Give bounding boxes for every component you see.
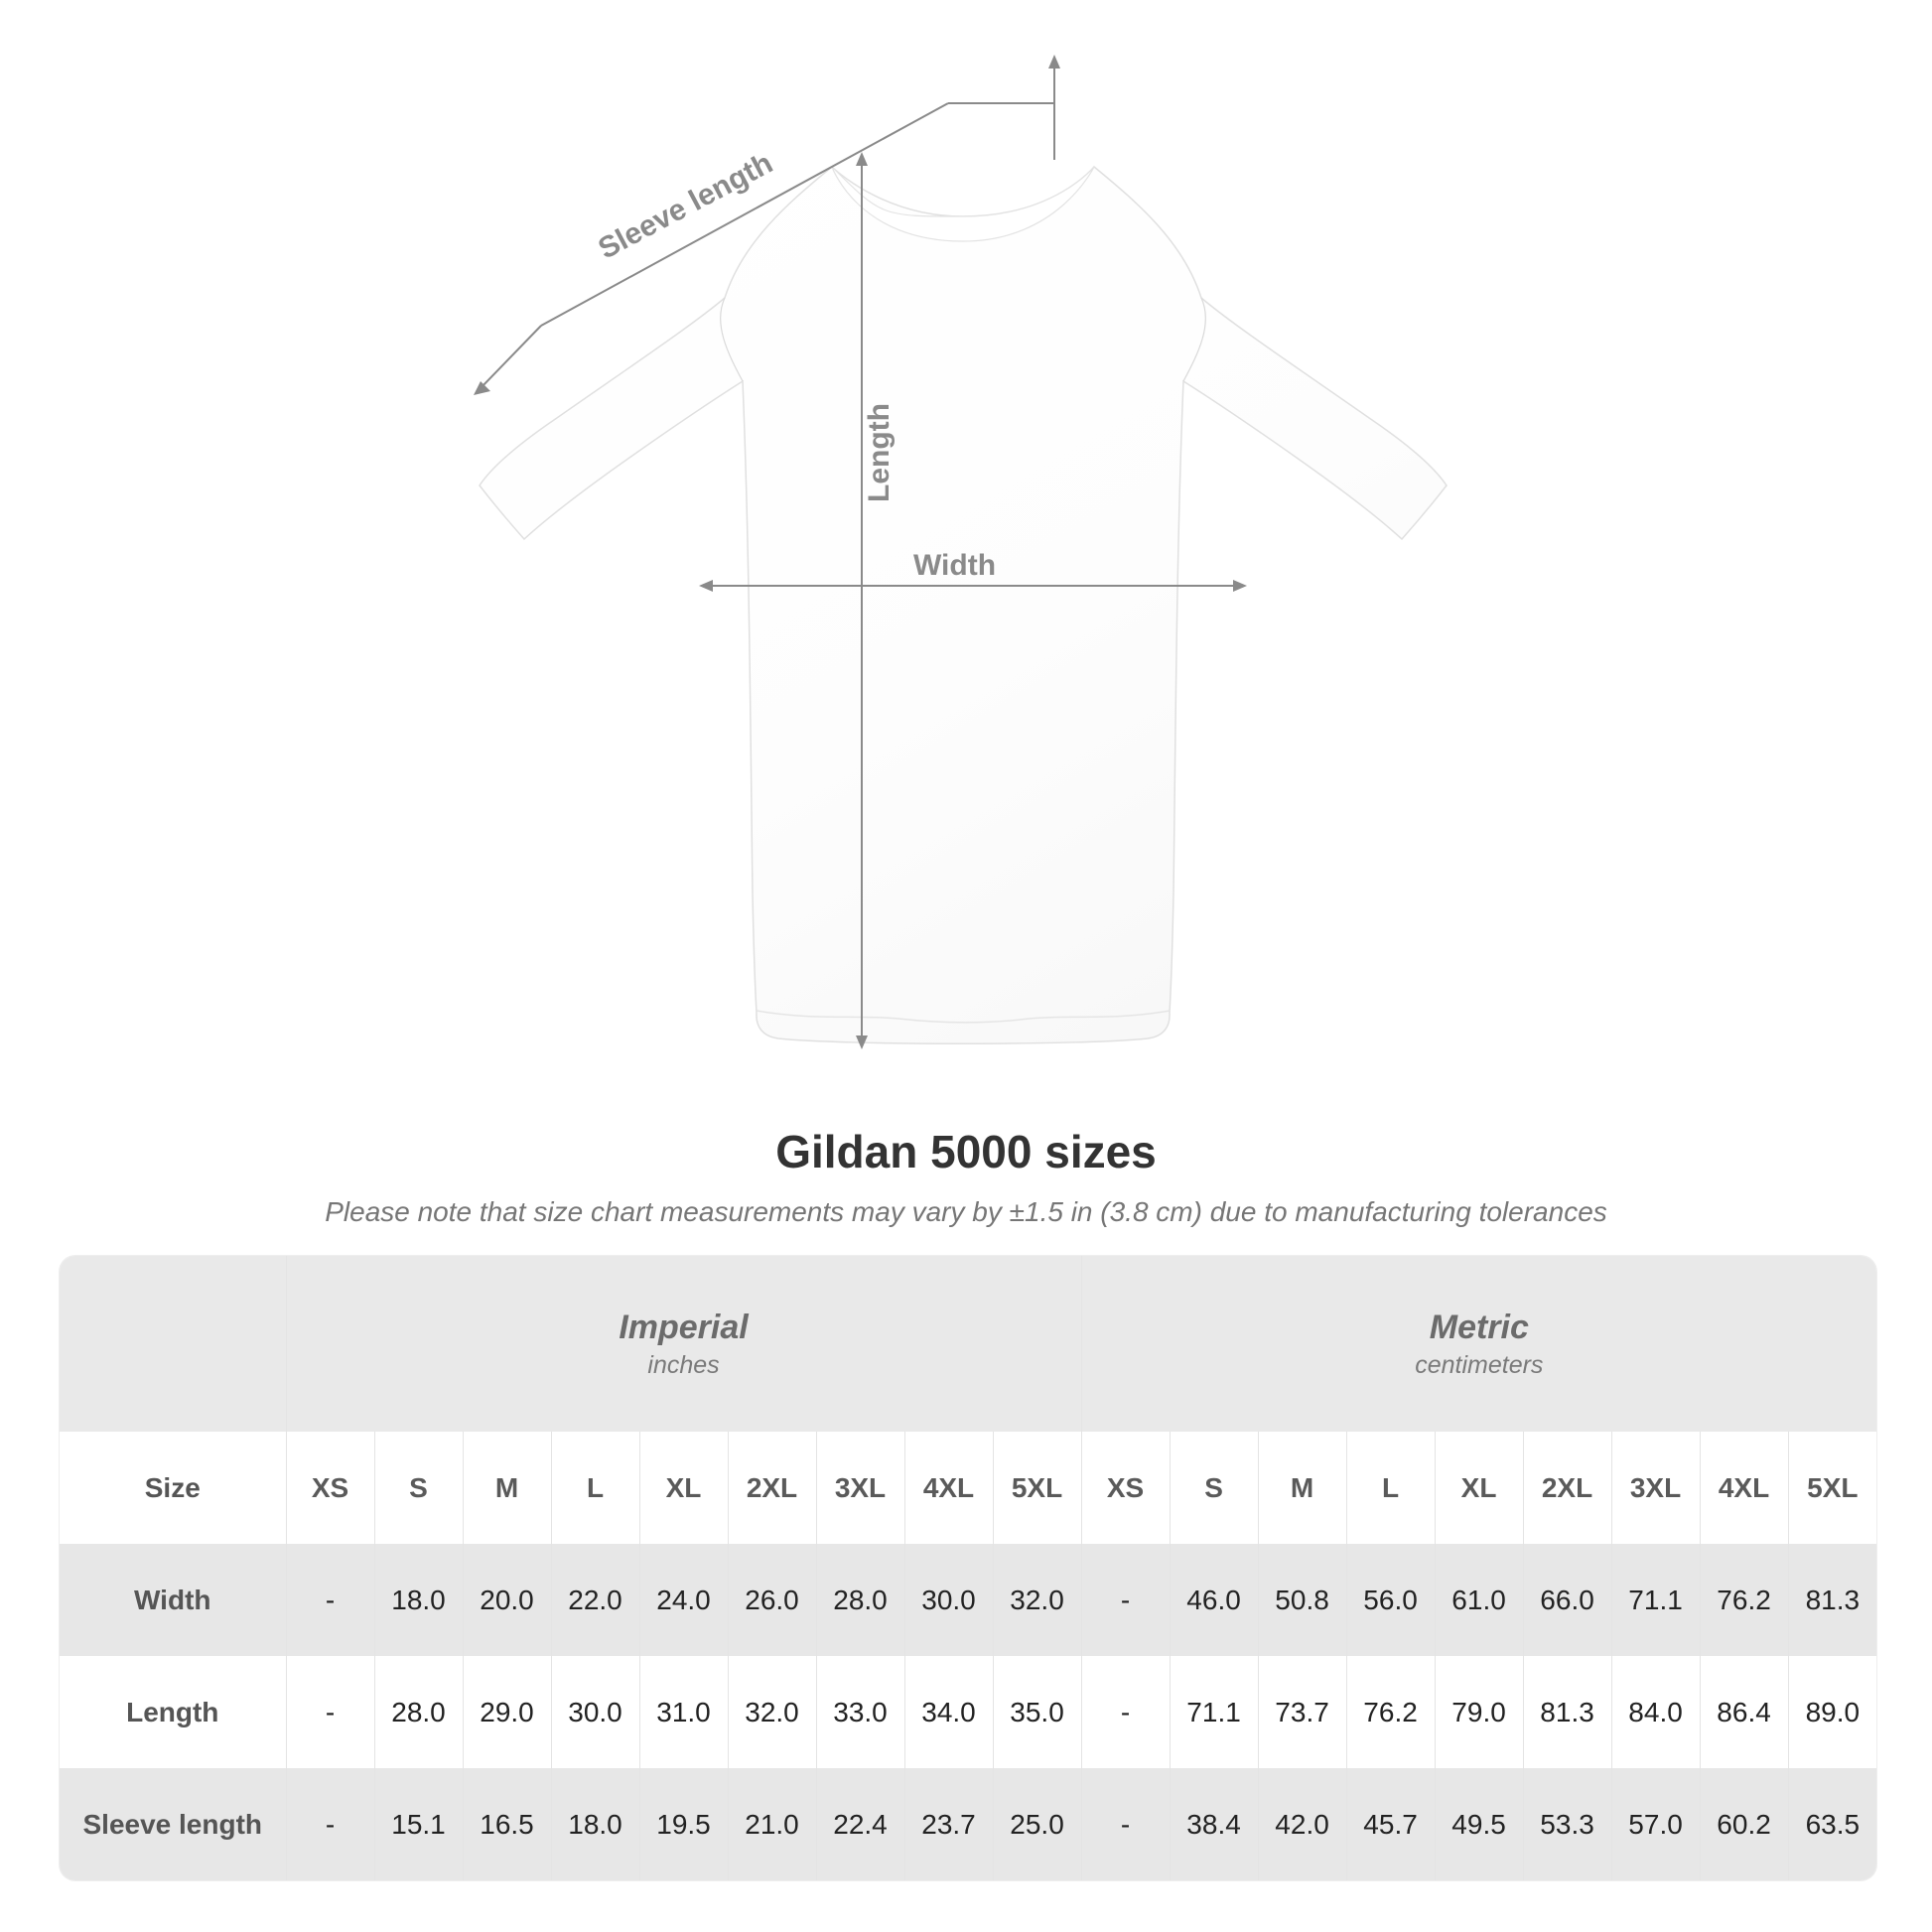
svg-text:Width: Width: [913, 549, 996, 582]
svg-text:Length: Length: [863, 403, 896, 502]
